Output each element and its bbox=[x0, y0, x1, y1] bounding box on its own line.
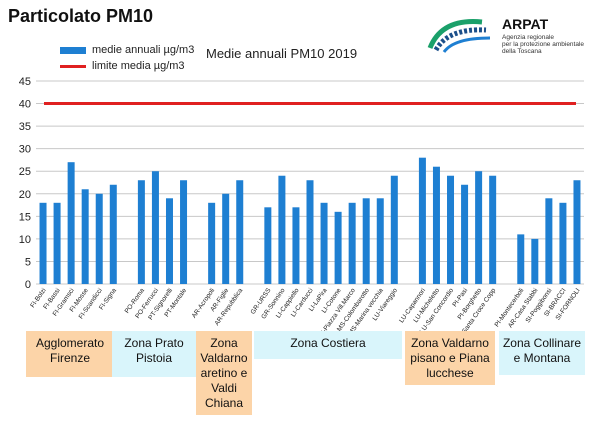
bar bbox=[208, 202, 216, 284]
bar bbox=[348, 202, 356, 284]
logo-subtitle-line: per la protezione ambientale bbox=[502, 41, 585, 48]
logo-subtitle-line: Agenzia regionale bbox=[502, 34, 555, 41]
bar bbox=[109, 184, 117, 284]
y-tick-label: 15 bbox=[19, 211, 31, 223]
bar bbox=[165, 198, 173, 284]
bar bbox=[292, 207, 300, 284]
legend-item-limit: limite media µg/m3 bbox=[60, 58, 194, 74]
bar bbox=[573, 180, 581, 284]
zone-label-costiera: Zona Costiera bbox=[254, 331, 402, 359]
bar bbox=[334, 211, 342, 284]
arpat-logo: ARPAT Agenzia regionale per la protezion… bbox=[424, 12, 594, 56]
bar bbox=[81, 189, 89, 284]
bar bbox=[461, 184, 469, 284]
page-title: Particolato PM10 bbox=[8, 6, 154, 26]
bar bbox=[362, 198, 370, 284]
legend-bar-swatch bbox=[60, 46, 86, 54]
zone-label-prato-pistoia: Zona Prato Pistoia bbox=[112, 331, 196, 377]
bar bbox=[180, 180, 188, 284]
legend-line-swatch bbox=[60, 64, 86, 68]
y-tick-label: 45 bbox=[19, 76, 31, 88]
bar bbox=[222, 193, 230, 284]
zone-label-collinare: Zona Collinare e Montana bbox=[499, 331, 585, 375]
logo-subtitle: Agenzia regionale per la protezione ambi… bbox=[502, 34, 592, 55]
bar bbox=[151, 171, 159, 284]
bar bbox=[475, 171, 483, 284]
bar bbox=[432, 166, 440, 284]
bar bbox=[320, 202, 328, 284]
bar bbox=[39, 202, 47, 284]
bar bbox=[264, 207, 272, 284]
bar bbox=[489, 175, 497, 284]
legend-item-bars: medie annuali µg/m3 bbox=[60, 42, 194, 58]
bar bbox=[278, 175, 286, 284]
y-tick-label: 5 bbox=[25, 256, 31, 268]
legend-bar-label: medie annuali µg/m3 bbox=[92, 44, 195, 56]
bar bbox=[306, 180, 314, 284]
chart-title: Medie annuali PM10 2019 bbox=[206, 46, 358, 61]
chart-legend: medie annuali µg/m3 limite media µg/m3 bbox=[60, 42, 194, 74]
bar bbox=[376, 198, 384, 284]
bar bbox=[137, 180, 145, 284]
bar bbox=[418, 157, 426, 284]
bar bbox=[95, 193, 103, 284]
bar bbox=[517, 234, 525, 284]
y-tick-label: 10 bbox=[19, 234, 31, 246]
y-tick-label: 20 bbox=[19, 189, 31, 201]
bar bbox=[53, 202, 61, 284]
y-tick-label: 40 bbox=[19, 99, 31, 111]
legend-line-label: limite media µg/m3 bbox=[92, 60, 185, 72]
y-tick-label: 0 bbox=[25, 279, 31, 291]
logo-subtitle-line: della Toscana bbox=[502, 48, 542, 55]
bar bbox=[545, 198, 553, 284]
logo-name: ARPAT bbox=[502, 16, 549, 32]
bar bbox=[67, 162, 75, 284]
bar bbox=[531, 238, 539, 284]
bar bbox=[236, 180, 244, 284]
bar bbox=[559, 202, 567, 284]
zone-label-valdarno-pisano: Zona Valdarno pisano e Piana lucchese bbox=[405, 331, 495, 385]
arpat-logo-icon bbox=[427, 19, 491, 53]
bar bbox=[390, 175, 398, 284]
y-tick-label: 25 bbox=[19, 166, 31, 178]
bar bbox=[447, 175, 455, 284]
y-tick-label: 35 bbox=[19, 121, 31, 133]
zone-label-valdarno-aretino: Zona Valdarno aretino e Valdi Chiana bbox=[196, 331, 252, 415]
y-tick-label: 30 bbox=[19, 144, 31, 156]
zone-label-firenze: Agglomerato Firenze bbox=[26, 331, 114, 377]
